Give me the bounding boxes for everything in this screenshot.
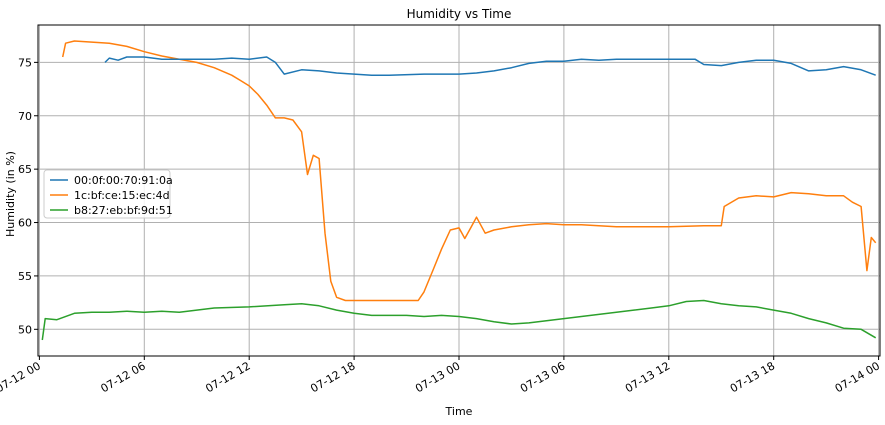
legend-box <box>43 169 171 219</box>
y-axis-label: Humidity (in %) <box>4 151 17 237</box>
series-line-2 <box>41 299 877 341</box>
chart-title: Humidity vs Time <box>407 7 512 21</box>
series-line-0 <box>104 56 876 76</box>
x-axis-label: Time <box>445 405 473 418</box>
y-tick-label: 65 <box>18 163 32 176</box>
series-line-1 <box>61 40 877 302</box>
series-layer <box>41 40 877 341</box>
y-axis: 50 55 60 65 70 75 <box>18 56 38 336</box>
y-tick-label: 75 <box>18 56 32 69</box>
legend-label: 00:0f:00:70:91:0a <box>74 174 173 187</box>
legend-label: b8:27:eb:bf:9d:51 <box>74 204 173 217</box>
grid-lines <box>38 25 880 356</box>
y-tick-label: 60 <box>18 217 32 230</box>
y-tick-label: 70 <box>18 110 32 123</box>
y-tick-label: 55 <box>18 270 32 283</box>
legend: 00:0f:00:70:91:0a 1c:bf:ce:15:ec:4d b8:27:… <box>43 169 173 219</box>
legend-label: 1c:bf:ce:15:ec:4d <box>74 189 170 202</box>
y-tick-label: 50 <box>18 323 32 336</box>
